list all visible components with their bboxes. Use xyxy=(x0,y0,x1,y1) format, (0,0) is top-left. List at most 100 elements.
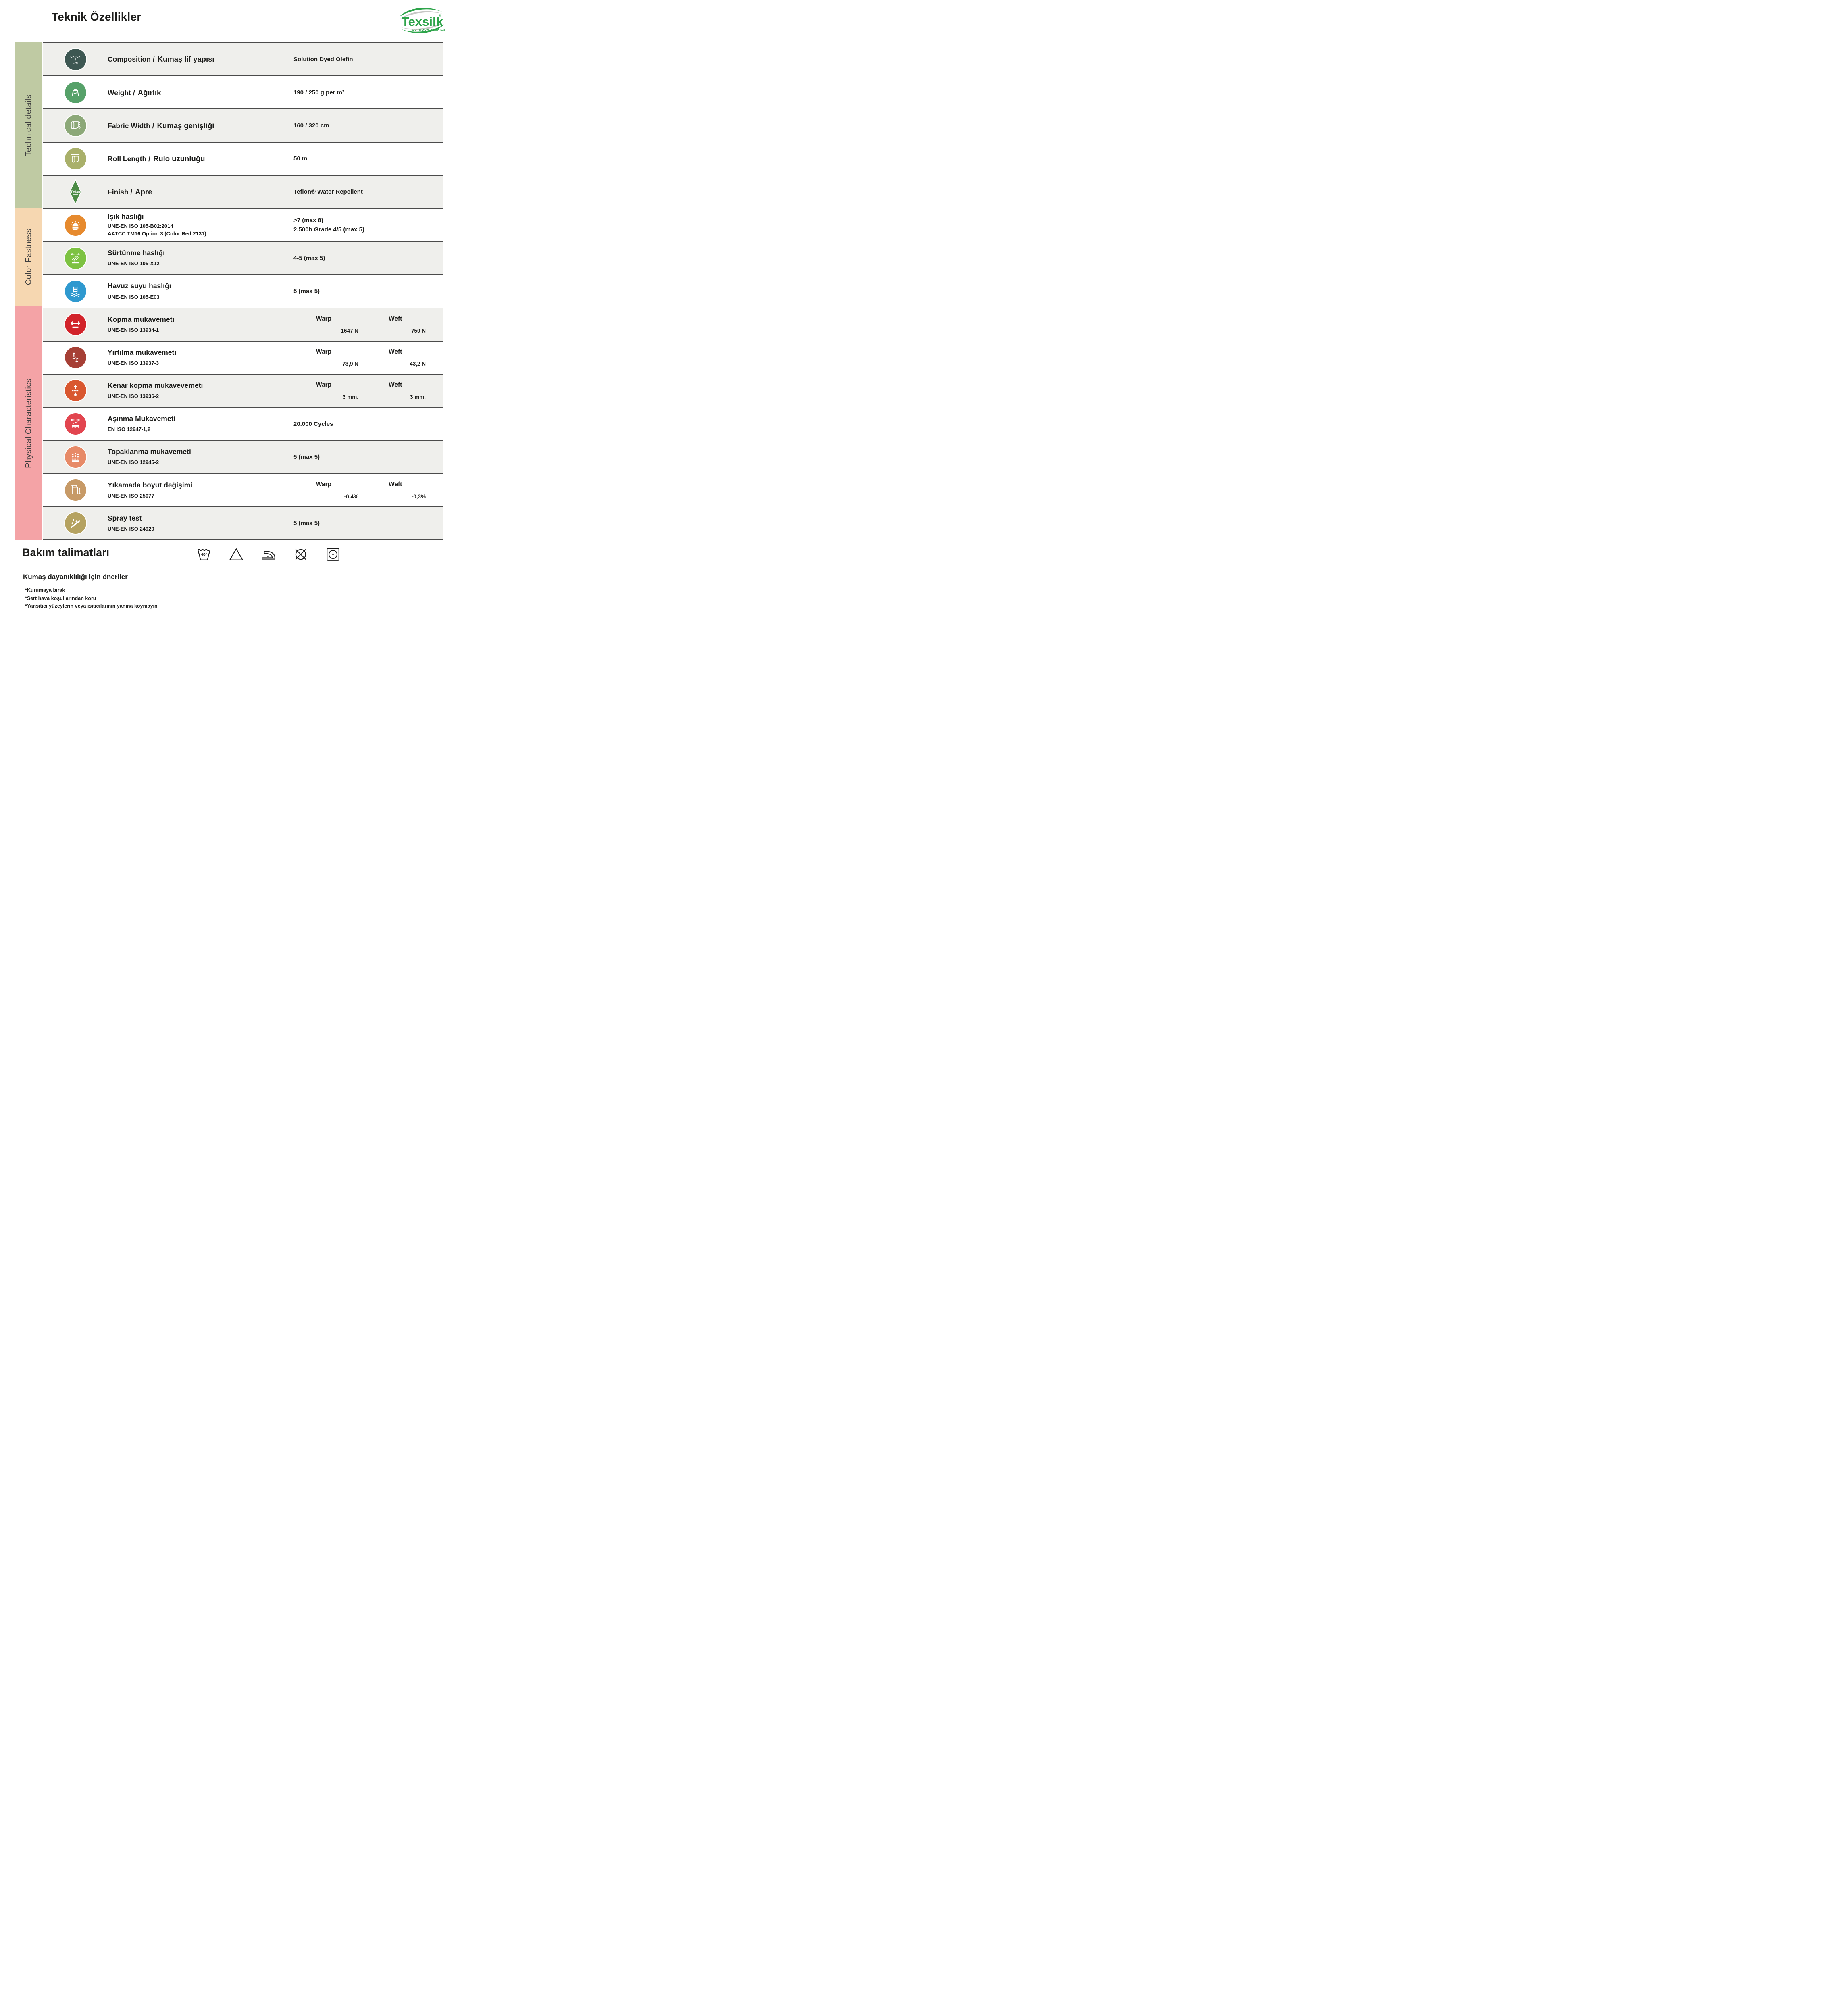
table-row-light-fastness: Işık haslığı UNE-EN ISO 105-B02:2014 AAT… xyxy=(43,208,443,242)
svg-text:CH₃: CH₃ xyxy=(73,62,78,65)
light-fastness-sun-icon xyxy=(65,214,86,236)
logo-reg: ® xyxy=(439,14,441,18)
wash-40-icon: 40° xyxy=(197,549,210,560)
row-value: Teflon® Water Repellent xyxy=(293,188,363,196)
care-note: *Kurumaya bırak xyxy=(25,587,65,593)
weight-icon: KG xyxy=(65,81,86,103)
svg-text:40°: 40° xyxy=(201,552,207,557)
row-label: Aşınma Mukavemeti xyxy=(108,414,176,423)
row-value: 2.500h Grade 4/5 (max 5) xyxy=(293,226,364,233)
warp-column: Warp 3 mm. xyxy=(316,381,358,400)
warp-column: Warp 1647 N xyxy=(316,315,358,334)
table-row-seam-slippage: Kenar kopma mukavevemeti UNE-EN ISO 1393… xyxy=(43,374,443,408)
row-value: 160 / 320 cm xyxy=(293,122,329,129)
datasheet-page: Teknik Özellikler Texsilk ® OUTDOOR FABR… xyxy=(0,0,462,623)
warp-column: Warp 73,9 N xyxy=(316,348,358,367)
care-notes: *Kurumaya bırak *Sert hava koşullarından… xyxy=(25,587,158,610)
tensile-strength-icon xyxy=(65,314,86,335)
row-standard: UNE-EN ISO 25077 xyxy=(108,492,154,499)
row-value: 5 (max 5) xyxy=(293,287,320,295)
table-row-roll-length: Roll Length / Rulo uzunluğu 50 m xyxy=(43,142,443,176)
weft-column: Weft 43,2 N xyxy=(389,348,426,367)
row-value: 50 m xyxy=(293,155,308,162)
row-label: Yırtılma mukavemeti xyxy=(108,348,177,356)
row-label: Weight / Ağırlık xyxy=(108,88,161,97)
row-value: 5 (max 5) xyxy=(293,520,320,527)
sidebar-label: Color Fastness xyxy=(24,229,33,285)
row-label: Fabric Width / Kumaş genişliği xyxy=(108,121,214,130)
abrasion-resistance-icon xyxy=(65,413,86,435)
sidebar-label: Technical details xyxy=(24,94,33,156)
do-not-dry-clean-icon xyxy=(295,549,306,560)
bleach-triangle-icon xyxy=(229,548,243,560)
table-row-tear-strength: Yırtılma mukavemeti UNE-EN ISO 13937-3 W… xyxy=(43,341,443,375)
row-standard: UNE-EN ISO 105-X12 xyxy=(108,260,160,267)
spray-test-icon xyxy=(65,512,86,534)
sidebar-label: Physical Characteristics xyxy=(24,378,33,468)
care-icons: 40° xyxy=(196,547,341,562)
row-standard: UNE-EN ISO 13937-3 xyxy=(108,360,159,366)
page-title: Teknik Özellikler xyxy=(52,10,142,23)
row-value: 4-5 (max 5) xyxy=(293,254,325,262)
iron-icon xyxy=(262,551,275,560)
row-value: 5 (max 5) xyxy=(293,453,320,460)
weft-column: Weft -0,3% xyxy=(389,481,426,500)
row-standard: UNE-EN ISO 105-E03 xyxy=(108,294,160,300)
table-row-fabric-width: Fabric Width / Kumaş genişliği 160 / 320 … xyxy=(43,109,443,143)
row-standard: UNE-EN ISO 13934-1 xyxy=(108,327,159,333)
row-standard: UNE-EN ISO 12945-2 xyxy=(108,459,159,466)
roll-length-icon xyxy=(65,148,86,170)
care-note: *Sert hava koşullarından koru xyxy=(25,595,96,601)
row-standard: UNE-EN ISO 105-B02:2014 xyxy=(108,223,173,229)
row-label: Sürtünme haslığı xyxy=(108,249,165,257)
table-row-tensile-strength: Kopma mukavemeti UNE-EN ISO 13934-1 Warp… xyxy=(43,308,443,342)
table-row-finish: Teflon Finish / Apre Teflon® Water Repell… xyxy=(43,175,443,209)
sidebar: Technical details Color Fastness Physica… xyxy=(15,42,42,540)
row-standard: UNE-EN ISO 13936-2 xyxy=(108,393,159,400)
logo-tagline: OUTDOOR FABRICS xyxy=(412,29,445,31)
row-standard: UNE-EN ISO 24920 xyxy=(108,525,154,532)
pool-ladder-icon xyxy=(65,280,86,302)
svg-text:Teflon: Teflon xyxy=(71,190,80,194)
row-label: Kenar kopma mukavevemeti xyxy=(108,381,203,389)
row-label: Topaklanma mukavemeti xyxy=(108,448,191,456)
texsilk-logo: Texsilk ® OUTDOOR FABRICS xyxy=(399,8,445,33)
care-subheading: Kumaş dayanıklılığı için öneriler xyxy=(23,573,128,581)
sidebar-section-physical-characteristics: Physical Characteristics xyxy=(15,306,42,540)
table-row-pilling: Topaklanma mukavemeti UNE-EN ISO 12945-2… xyxy=(43,441,443,474)
row-label: Havuz suyu haslığı xyxy=(108,282,171,290)
weft-column: Weft 3 mm. xyxy=(389,381,426,400)
table-row-abrasion-resistance: Aşınma Mukavemeti EN ISO 12947-1,2 20.00… xyxy=(43,408,443,441)
seam-slippage-icon xyxy=(65,380,86,402)
table-row-pool-water-fastness: Havuz suyu haslığı UNE-EN ISO 105-E03 5 … xyxy=(43,275,443,308)
table-row-composition: CH₂-CH CH₃ Composition / Kumaş lif yapısı… xyxy=(43,43,443,77)
sidebar-section-color-fastness: Color Fastness xyxy=(15,208,42,306)
row-label: Roll Length / Rulo uzunluğu xyxy=(108,154,205,163)
logo-brand: Texsilk xyxy=(402,15,443,29)
row-value: 20.000 Cycles xyxy=(293,420,333,427)
table-row-wash-dimension-change: Yıkamada boyut değişimi UNE-EN ISO 25077… xyxy=(43,474,443,507)
warp-column: Warp -0,4% xyxy=(316,481,358,500)
row-label: Finish / Apre xyxy=(108,187,152,196)
care-note: *Yansıtıcı yüzeylerin veya ısıtıcılarını… xyxy=(25,603,158,609)
svg-text:CH₂-CH: CH₂-CH xyxy=(71,56,81,58)
row-label: Composition / Kumaş lif yapısı xyxy=(108,55,214,64)
table-row-spray-test: Spray test UNE-EN ISO 24920 5 (max 5) xyxy=(43,507,443,540)
table-row-rubbing-fastness: Sürtünme haslığı UNE-EN ISO 105-X12 4-5 … xyxy=(43,242,443,275)
spec-table: CH₂-CH CH₃ Composition / Kumaş lif yapısı… xyxy=(43,42,443,540)
row-label: Yıkamada boyut değişimi xyxy=(108,481,193,489)
tumble-dry-icon xyxy=(327,548,339,561)
care-heading: Bakım talimatları xyxy=(22,546,110,558)
svg-text:KG: KG xyxy=(74,93,77,95)
wash-dimension-icon xyxy=(65,479,86,501)
row-standard: EN ISO 12947-1,2 xyxy=(108,426,151,433)
row-value: 190 / 250 g per m² xyxy=(293,89,344,96)
molecule-icon: CH₂-CH CH₃ xyxy=(65,48,86,70)
fabric-width-icon xyxy=(65,115,86,136)
tear-strength-icon xyxy=(65,347,86,369)
row-value: Solution Dyed Olefin xyxy=(293,56,353,63)
pilling-icon xyxy=(65,446,86,468)
row-label: Kopma mukavemeti xyxy=(108,315,175,323)
table-row-weight: KG Weight / Ağırlık 190 / 250 g per m² xyxy=(43,76,443,110)
rubbing-fastness-icon xyxy=(65,247,86,269)
